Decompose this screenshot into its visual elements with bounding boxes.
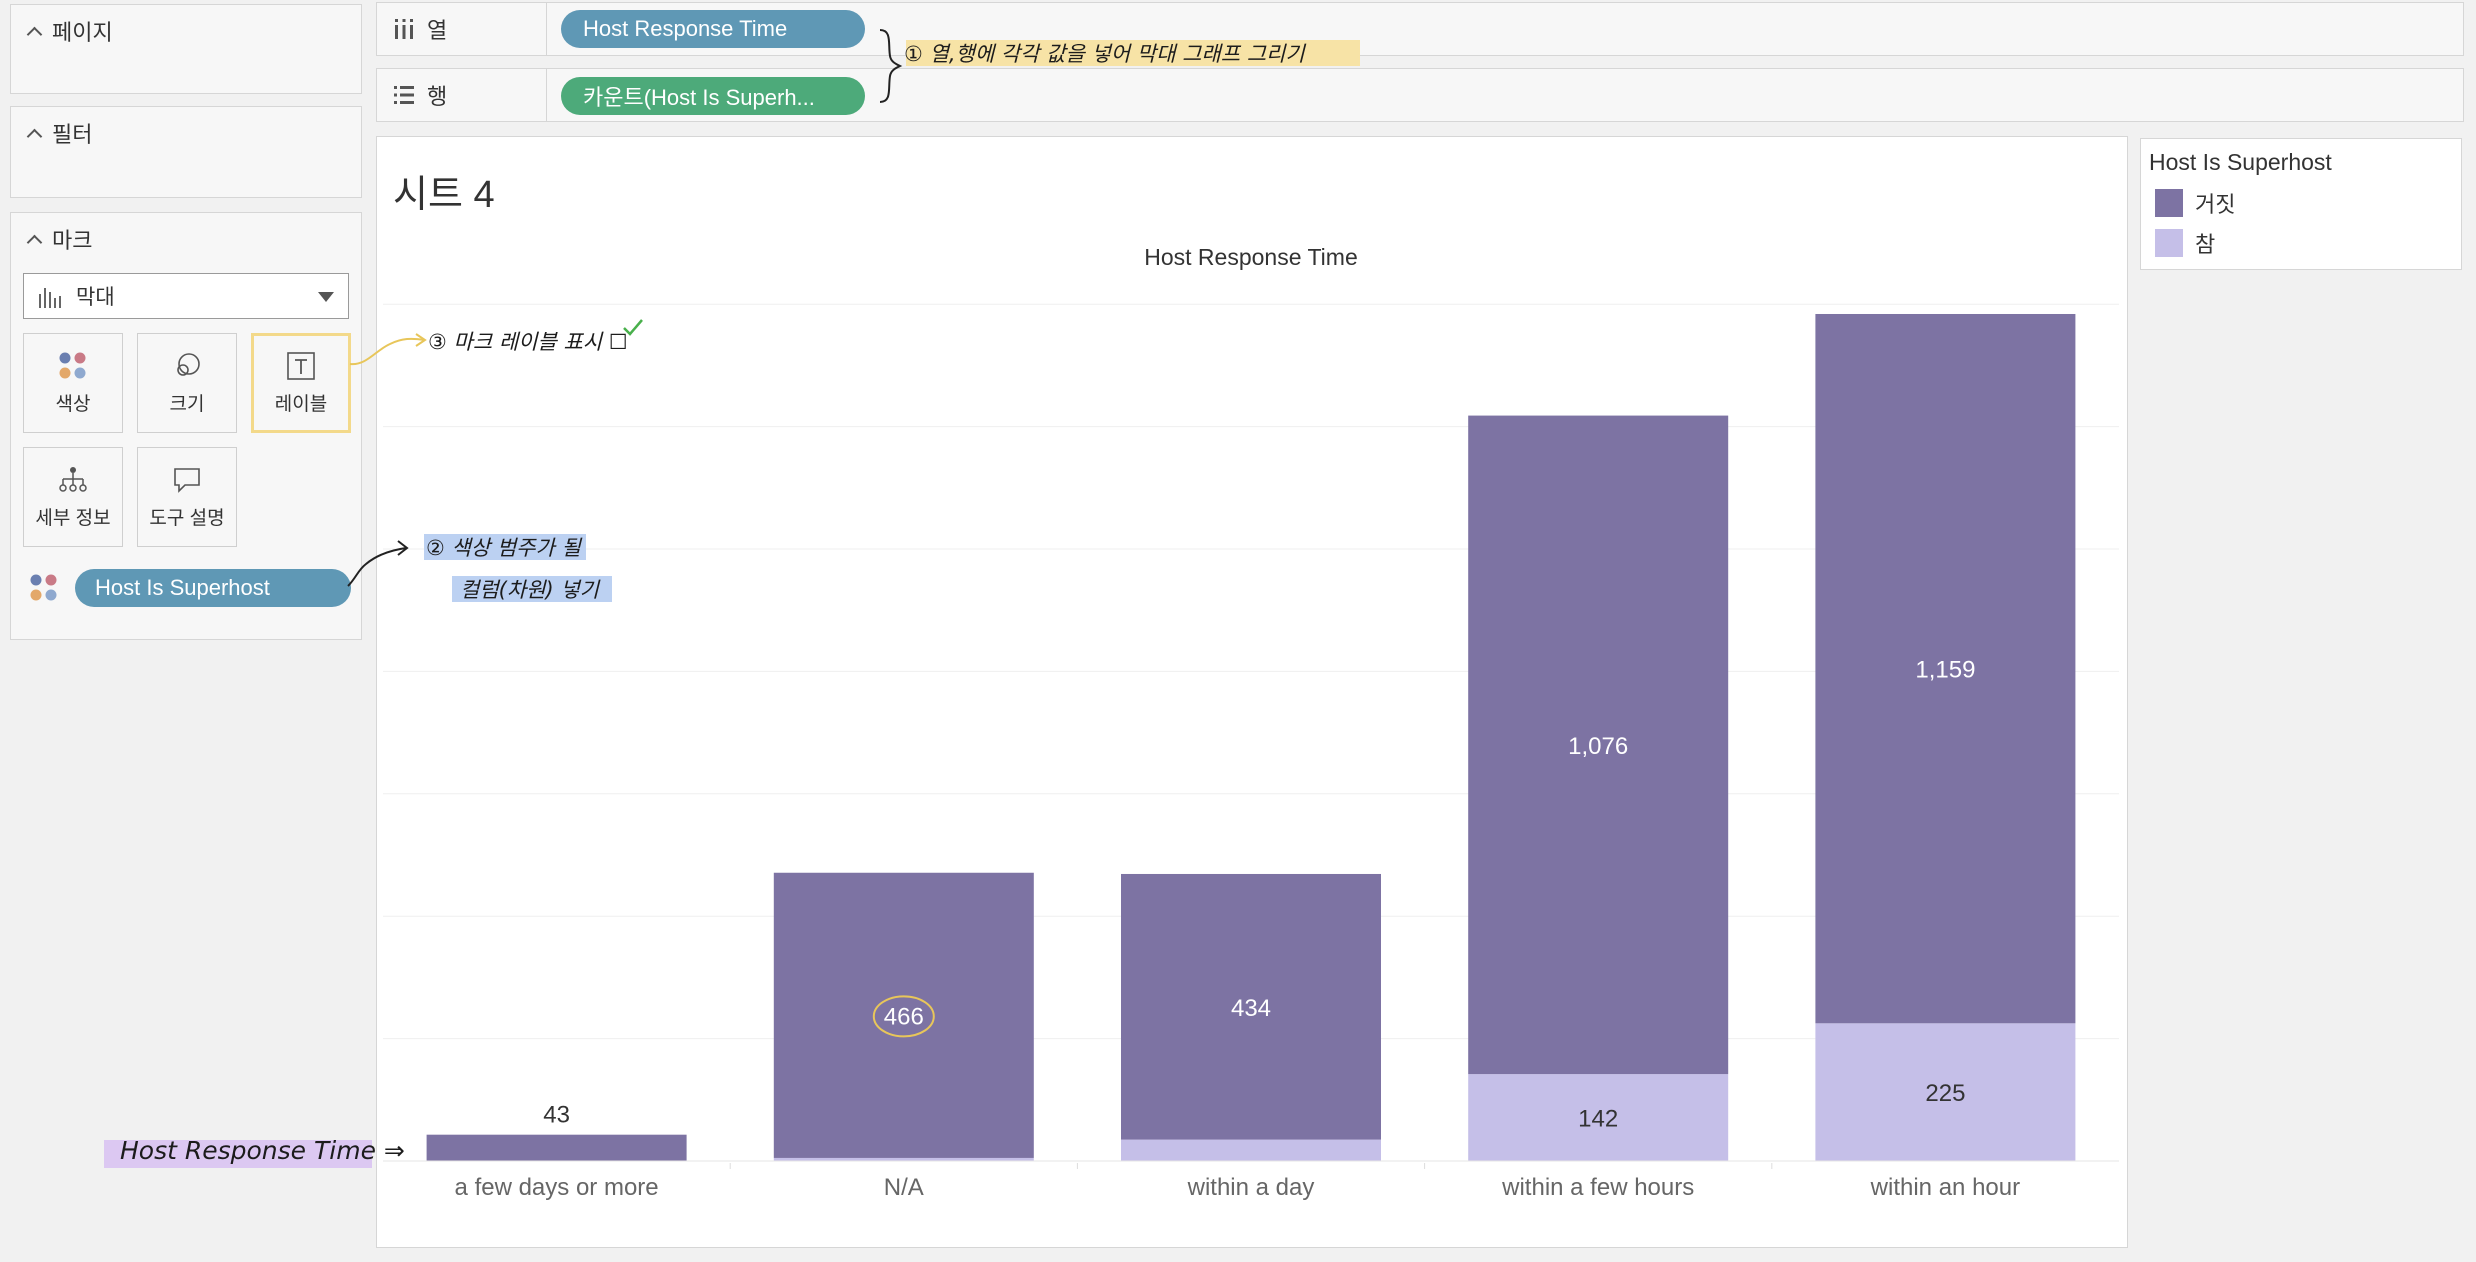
sheet-title: 시트 4 [393,174,495,216]
filters-panel: 필터 [10,106,362,198]
columns-icon [395,19,413,39]
bar-segment-true [1815,1023,2076,1161]
columns-label-text: 열 [427,18,448,43]
pages-panel-header[interactable]: 페이지 [25,15,113,47]
worksheet[interactable]: 시트 4 Host Response Time 43 a few days or m… [376,136,2128,1248]
legend-title: Host Is Superhost [2149,149,2332,175]
highlight-purple [104,1140,372,1168]
tooltip-button[interactable]: 도구 설명 [137,447,237,547]
rows-shelf: 행 카운트(Host Is Superh... [376,68,2464,122]
data-label: 142 [1578,1106,1618,1133]
filters-panel-title: 필터 [52,122,93,147]
chevron-down-icon [318,292,334,302]
data-label: 1,076 [1568,733,1628,760]
curly-brace-icon [879,29,903,103]
size-button[interactable]: 크기 [137,333,237,433]
curved-arrow-icon [349,333,427,366]
speech-bubble-icon [174,467,200,493]
curved-arrow-icon [347,540,409,587]
annotation-note-3: ③ 마크 레이블 표시 ☐ [428,330,628,354]
category-label: within a day [1187,1174,1315,1201]
bar-segment-false [1815,313,2076,1024]
rows-shelf-label: 행 [377,69,547,121]
legend-swatch [2155,229,2183,257]
pages-panel-title: 페이지 [52,20,113,45]
annotation-axis-note: Host Response Time ⇒ [120,1136,405,1165]
annotation-note-1: ① 열,행에 각각 값을 넣어 막대 그래프 그리기 [904,42,1305,66]
legend-item-true[interactable]: 참 [2155,227,2215,259]
label-button-label: 레이블 [274,393,328,415]
columns-shelf: 열 Host Response Time [376,2,2464,56]
data-label: 434 [1231,995,1271,1022]
legend-item-label: 거짓 [2195,192,2236,217]
bar-segment-false [1468,415,1729,1075]
hierarchy-dots-icon [59,466,87,492]
data-label: 1,159 [1915,657,1975,684]
legend-item-label: 참 [2195,232,2216,257]
annotation-circle [872,995,935,1038]
color-dots-icon [59,352,86,378]
color-button[interactable]: 색상 [23,333,123,433]
marks-panel-header[interactable]: 마크 [25,223,92,255]
data-label: 43 [543,1102,570,1129]
bar-segment-false [426,1134,687,1161]
legend-item-false[interactable]: 거짓 [2155,187,2235,219]
category-label: within an hour [1870,1174,2020,1201]
mark-type-dropdown[interactable]: 막대 [23,273,349,319]
bar-segment-false [1121,873,1381,1140]
color-field-pill[interactable]: Host Is Superhost [75,569,351,607]
size-circles-icon [177,352,200,376]
detail-button-label: 세부 정보 [35,507,111,529]
bar-segment-true [1121,1139,1381,1161]
data-label: 466 [884,1003,924,1030]
bar-segment-false [773,872,1034,1158]
color-dots-icon [30,574,57,601]
bar-segment-true [1468,1074,1729,1161]
highlight-blue [424,534,586,560]
collapse-caret-icon [26,26,43,42]
annotation-note-2-line-2: 컬럼(차원) 넣기 [460,578,599,602]
category-label: a few days or more [455,1174,659,1201]
color-button-label: 색상 [55,393,91,415]
columns-field-pill[interactable]: Host Response Time [561,10,865,48]
rows-field-pill[interactable]: 카운트(Host Is Superh... [561,77,865,115]
marks-panel: 마크 막대 색상 크기 레이블 [10,212,362,640]
legend-swatch [2155,189,2183,217]
data-label: 225 [1925,1080,1965,1107]
rows-icon [394,86,414,104]
marks-panel-title: 마크 [52,228,93,253]
bar-chart-icon [39,288,61,308]
highlight-yellow [906,40,1360,66]
bar-segment-true [773,1157,1034,1161]
detail-button[interactable]: 세부 정보 [23,447,123,547]
text-label-icon [287,351,315,380]
size-button-label: 크기 [169,393,205,415]
check-mark-icon [623,319,643,336]
collapse-caret-icon [26,128,43,144]
mark-type-value: 막대 [76,286,115,309]
stacked-bar-chart[interactable]: Host Response Time 43 a few days or more 46… [377,137,2127,1247]
category-label: within a few hours [1501,1174,1694,1201]
pages-panel: 페이지 [10,4,362,94]
chart-title: Host Response Time [1144,244,1357,270]
highlight-blue [452,576,612,602]
color-legend: Host Is Superhost 거짓 참 [2140,138,2462,270]
collapse-caret-icon [26,234,43,250]
columns-shelf-label: 열 [377,3,547,55]
rows-label-text: 행 [427,84,448,109]
annotation-note-2-line-1: ② 색상 범주가 될 [426,536,581,560]
category-label: N/A [884,1174,924,1201]
tooltip-button-label: 도구 설명 [149,507,225,529]
label-button[interactable]: 레이블 [251,333,351,433]
filters-panel-header[interactable]: 필터 [25,117,92,149]
